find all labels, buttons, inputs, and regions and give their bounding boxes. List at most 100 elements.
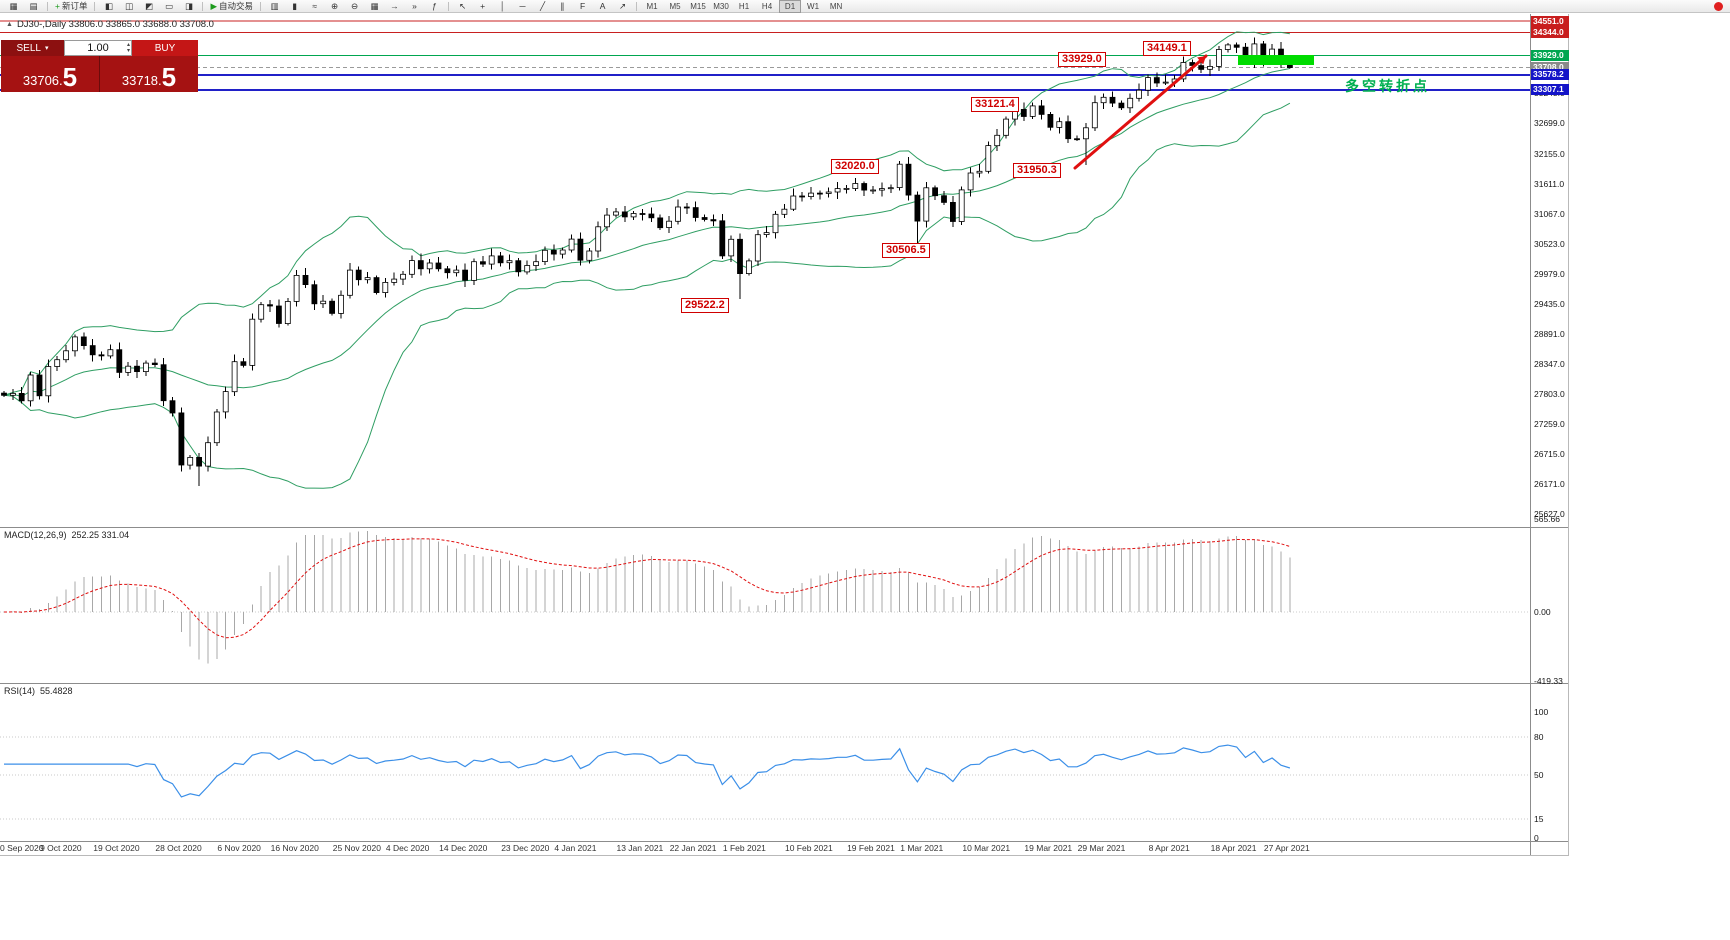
data-window-icon[interactable]: ◫ bbox=[119, 0, 138, 13]
new-chart-icon[interactable]: ▦ bbox=[4, 0, 23, 13]
market-watch-icon[interactable]: ◧ bbox=[99, 0, 118, 13]
timeframe-h4-button[interactable]: H4 bbox=[756, 0, 778, 13]
price-chart[interactable] bbox=[0, 14, 1568, 855]
arrow-tool-icon: ↗ bbox=[618, 0, 627, 11]
price-axis-label: 34551.0 bbox=[1531, 15, 1569, 27]
price-axis-label: 34344.0 bbox=[1531, 26, 1569, 38]
equidistant-channel-icon[interactable]: ∥ bbox=[553, 0, 572, 13]
rsi-axis-value: 50 bbox=[1534, 770, 1544, 780]
price-annotation[interactable]: 33121.4 bbox=[971, 97, 1019, 112]
buy-price-button[interactable]: 33718. 5 bbox=[99, 56, 198, 92]
price-annotation[interactable]: 31950.3 bbox=[1013, 163, 1061, 178]
chart-shift-icon: » bbox=[412, 0, 417, 11]
fibonacci-icon: F bbox=[579, 0, 586, 11]
tile-windows-icon[interactable]: ▦ bbox=[365, 0, 384, 13]
timeframe-h4-button-label: H4 bbox=[761, 1, 773, 11]
chart-profiles-icon[interactable]: ▤ bbox=[24, 0, 43, 13]
resistance-zone[interactable] bbox=[1238, 55, 1314, 65]
autotrading-button[interactable]: ▶ 自动交易 bbox=[207, 0, 256, 13]
toolbar-separator bbox=[636, 1, 638, 11]
price-annotation[interactable]: 30506.5 bbox=[882, 243, 930, 258]
lot-increase-icon[interactable]: ▴ bbox=[126, 42, 130, 48]
time-axis-label: 29 Mar 2021 bbox=[1077, 843, 1126, 853]
bars-chart-icon[interactable]: ▥ bbox=[265, 0, 284, 13]
indicators-icon: ƒ bbox=[432, 0, 437, 11]
strategy-tester-icon[interactable]: ◨ bbox=[179, 0, 198, 13]
vertical-line-icon[interactable]: │ bbox=[493, 0, 512, 13]
time-axis-label: 16 Nov 2020 bbox=[270, 843, 319, 853]
zoom-out-icon[interactable]: ⊖ bbox=[345, 0, 364, 13]
timeframe-mn-button[interactable]: MN bbox=[825, 0, 847, 13]
price-axis-label: 33307.1 bbox=[1531, 84, 1569, 96]
price-annotation[interactable]: 33929.0 bbox=[1058, 52, 1106, 67]
crosshair-icon[interactable]: + bbox=[473, 0, 492, 13]
auto-scroll-icon[interactable]: → bbox=[385, 0, 404, 13]
new-order-button[interactable]: + 新订单 bbox=[52, 0, 90, 13]
price-annotation[interactable]: 32020.0 bbox=[831, 159, 879, 174]
sell-price-button[interactable]: 33706. 5 bbox=[1, 56, 99, 92]
new-chart-icon: ▦ bbox=[9, 0, 18, 11]
buy-price-base: 33718. bbox=[121, 73, 162, 88]
navigator-icon: ◩ bbox=[144, 0, 153, 11]
line-chart-icon[interactable]: ≈ bbox=[305, 0, 324, 13]
connection-status-icon[interactable] bbox=[1714, 1, 1723, 11]
lot-value: 1.00 bbox=[87, 42, 109, 54]
trendline-icon[interactable]: ╱ bbox=[533, 0, 552, 13]
bollinger-middle-band bbox=[3, 68, 1290, 398]
macd-signal-line bbox=[3, 538, 1291, 639]
sell-button[interactable]: SELL ▾ bbox=[1, 40, 64, 56]
indicators-icon[interactable]: ƒ bbox=[425, 0, 444, 13]
bollinger-upper-band bbox=[3, 31, 1290, 396]
timeframe-m30-button-label: M30 bbox=[713, 1, 729, 11]
timeframe-m5-button[interactable]: M5 bbox=[664, 0, 686, 13]
vertical-line-icon: │ bbox=[499, 0, 506, 11]
price-annotation[interactable]: 34149.1 bbox=[1143, 41, 1191, 56]
text-label-icon[interactable]: A bbox=[593, 0, 612, 13]
timeframe-m15-button[interactable]: M15 bbox=[687, 0, 709, 13]
time-axis-label: 19 Mar 2021 bbox=[1024, 843, 1073, 853]
terminal-icon[interactable]: ▭ bbox=[159, 0, 178, 13]
price-axis-tick: 27803.0 bbox=[1534, 389, 1565, 400]
toolbar-separator bbox=[47, 1, 48, 11]
time-axis-label: 19 Feb 2021 bbox=[847, 843, 895, 853]
time-axis-label: 14 Dec 2020 bbox=[439, 843, 488, 853]
timeframe-m1-button-label: M1 bbox=[646, 1, 658, 11]
buy-button[interactable]: BUY bbox=[132, 40, 198, 56]
lot-decrease-icon[interactable]: ▾ bbox=[126, 48, 130, 54]
zoom-in-icon[interactable]: ⊕ bbox=[325, 0, 344, 13]
navigator-icon[interactable]: ◩ bbox=[139, 0, 158, 13]
timeframe-w1-button-label: W1 bbox=[807, 1, 820, 11]
timeframe-d1-button[interactable]: D1 bbox=[779, 0, 802, 13]
chart-shift-icon[interactable]: » bbox=[405, 0, 424, 13]
auto-scroll-icon: → bbox=[390, 0, 399, 11]
cursor-icon[interactable]: ↖ bbox=[453, 0, 472, 13]
fibonacci-icon[interactable]: F bbox=[573, 0, 592, 13]
price-axis-label: 33708.0 bbox=[1531, 62, 1569, 74]
candlestick-chart-icon[interactable]: ▮ bbox=[285, 0, 304, 13]
rsi-axis-value: 80 bbox=[1534, 732, 1544, 743]
price-annotation[interactable]: 29522.2 bbox=[681, 298, 729, 313]
lot-stepper[interactable]: ▴ ▾ bbox=[127, 42, 130, 54]
toolbar-separator bbox=[94, 1, 96, 11]
toolbar-separator bbox=[202, 1, 204, 11]
trend-line[interactable] bbox=[1073, 54, 1208, 170]
macd-axis-value: -419.33 bbox=[1534, 676, 1563, 687]
terminal-icon: ▭ bbox=[164, 0, 173, 11]
timeframe-m30-button[interactable]: M30 bbox=[710, 0, 732, 13]
chart-profiles-icon: ▤ bbox=[29, 0, 38, 11]
timeframe-h1-button[interactable]: H1 bbox=[733, 0, 755, 13]
sell-label: SELL bbox=[16, 42, 41, 54]
price-axis-tick: 32699.0 bbox=[1534, 118, 1565, 129]
chart-marker-icon: ▲ bbox=[6, 21, 13, 28]
lot-size-input[interactable]: 1.00 ▴ ▾ bbox=[64, 40, 132, 56]
turning-point-note[interactable]: 多空转折点 bbox=[1345, 78, 1430, 94]
rsi-axis-value: 0 bbox=[1534, 833, 1539, 843]
time-axis-label: 23 Dec 2020 bbox=[501, 843, 550, 853]
price-axis-tick: 28891.0 bbox=[1534, 328, 1565, 339]
timeframe-m1-button[interactable]: M1 bbox=[641, 0, 663, 13]
price-axis-tick: 31067.0 bbox=[1534, 208, 1565, 219]
horizontal-line-icon[interactable]: ─ bbox=[513, 0, 532, 13]
arrow-tool-icon[interactable]: ↗ bbox=[613, 0, 632, 13]
sell-price-base: 33706. bbox=[22, 73, 63, 88]
timeframe-w1-button[interactable]: W1 bbox=[802, 0, 824, 13]
